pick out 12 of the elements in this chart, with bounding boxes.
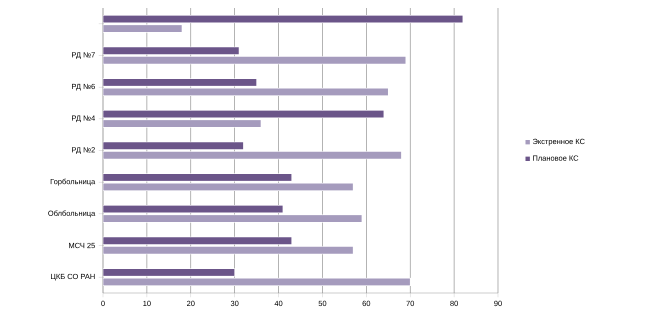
bar bbox=[103, 24, 182, 33]
bar bbox=[103, 278, 411, 286]
bar bbox=[103, 15, 464, 24]
bar bbox=[103, 173, 292, 182]
bar bbox=[103, 205, 284, 214]
bar bbox=[103, 268, 235, 276]
bar bbox=[103, 78, 257, 86]
bar bbox=[103, 88, 389, 96]
bar bbox=[103, 110, 384, 118]
bar bbox=[103, 182, 354, 191]
bar bbox=[103, 120, 262, 128]
bar bbox=[103, 214, 362, 223]
